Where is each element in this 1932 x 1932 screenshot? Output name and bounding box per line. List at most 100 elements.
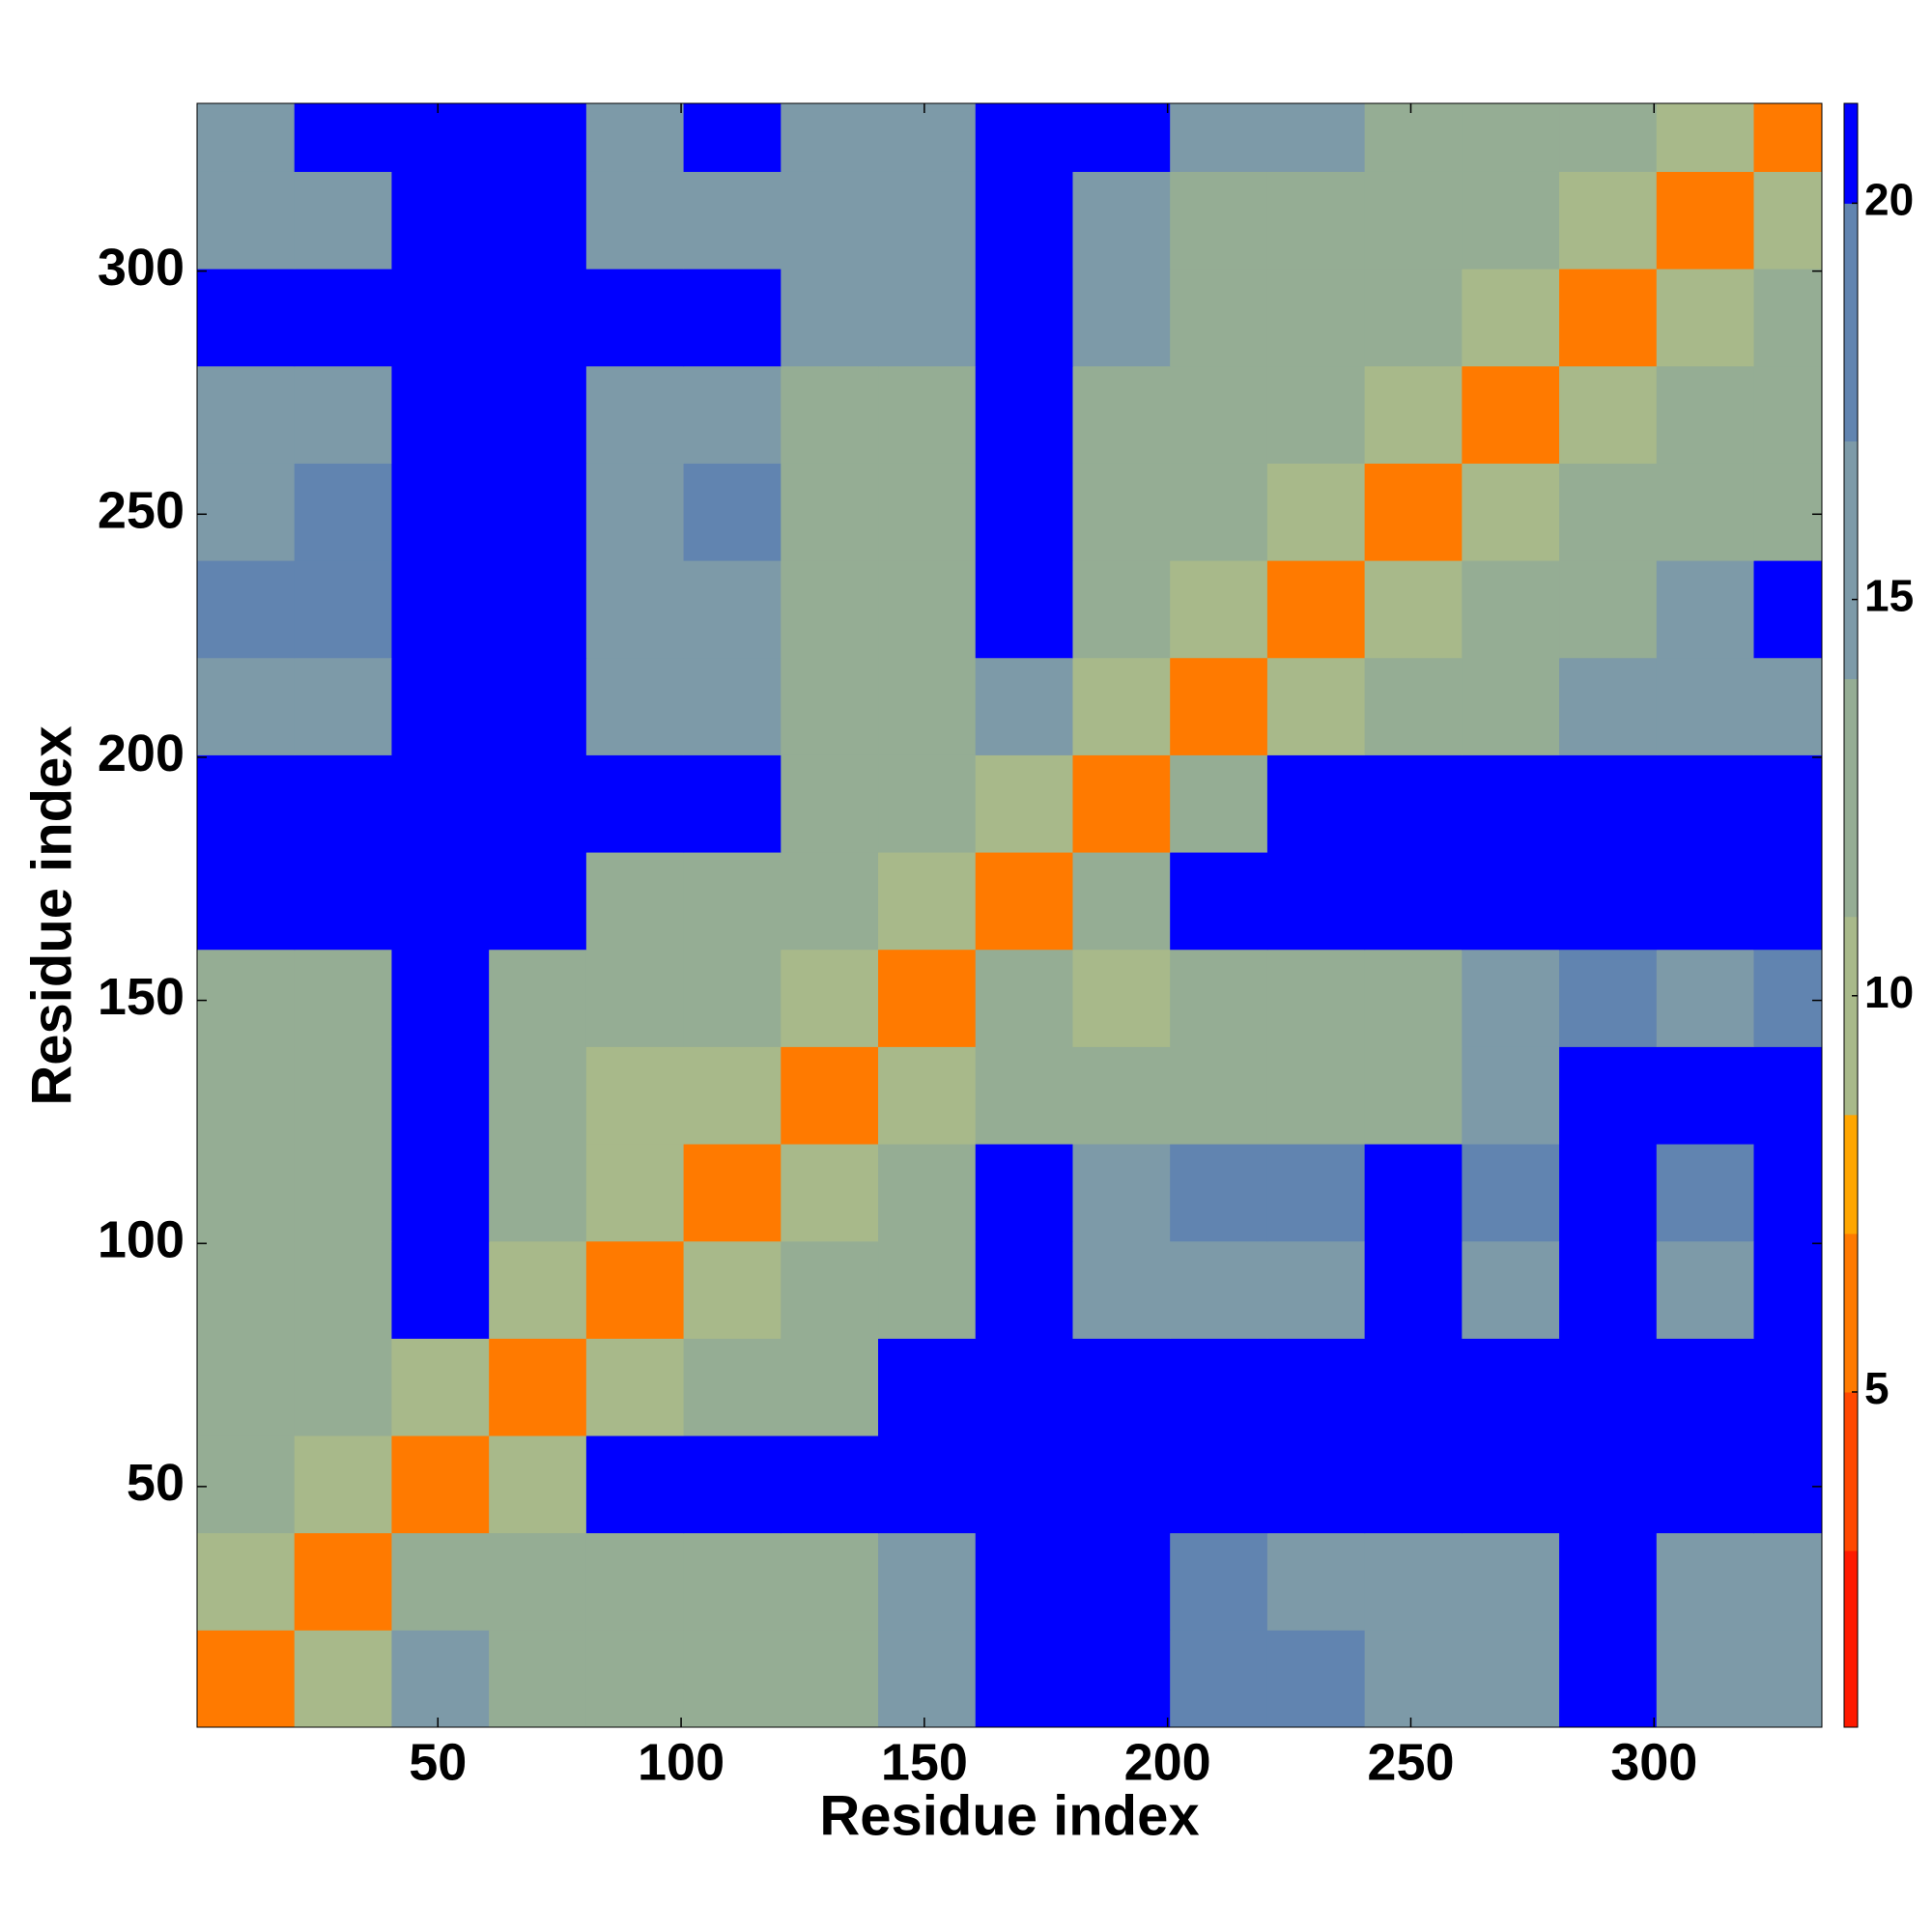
heatmap-cell	[1266, 1532, 1366, 1631]
heatmap-cell	[781, 657, 879, 755]
heatmap-cell	[585, 171, 685, 270]
heatmap-cell	[1656, 365, 1754, 464]
heatmap-cell	[1559, 463, 1658, 561]
heatmap-cell	[585, 463, 685, 561]
heatmap-cell	[1072, 560, 1171, 659]
heatmap-cell	[1072, 754, 1171, 853]
heatmap-cell	[197, 1338, 296, 1436]
heatmap-cell	[1559, 1144, 1658, 1242]
heatmap-cell	[878, 949, 977, 1047]
heatmap-cell	[1170, 1532, 1268, 1631]
heatmap-cell	[878, 463, 977, 561]
colorbar-tick-label: 20	[1864, 175, 1914, 225]
heatmap-cell	[878, 560, 977, 659]
heatmap-cell	[1364, 657, 1463, 755]
heatmap-cell	[585, 269, 685, 367]
heatmap-cell	[1462, 1144, 1560, 1242]
heatmap-cell	[1753, 1240, 1823, 1339]
heatmap-cell	[1364, 1630, 1463, 1728]
heatmap-cell	[683, 657, 781, 755]
x-axis-label: Residue index	[819, 1784, 1199, 1847]
heatmap-cell	[1753, 1532, 1823, 1631]
heatmap-cell	[975, 1046, 1073, 1145]
heatmap-cell	[197, 171, 296, 270]
y-tick-label: 250	[98, 482, 185, 540]
heatmap-cell	[585, 754, 685, 853]
heatmap-cell	[878, 1144, 977, 1242]
heatmap-cell	[1364, 949, 1463, 1047]
heatmap-cell	[878, 269, 977, 367]
heatmap-cell	[1656, 269, 1754, 367]
heatmap-cell	[683, 1338, 781, 1436]
heatmap-cell	[781, 1240, 879, 1339]
heatmap-cell	[489, 1144, 587, 1242]
heatmap-cell	[1462, 657, 1560, 755]
heatmap-cell	[585, 1532, 685, 1631]
x-tick-label: 50	[409, 1733, 467, 1791]
heatmap-cell	[197, 463, 296, 561]
heatmap-cell	[683, 949, 781, 1047]
heatmap-cell	[781, 269, 879, 367]
heatmap-cell	[683, 754, 781, 853]
heatmap-cell	[585, 1144, 685, 1242]
heatmap-cell	[294, 103, 392, 172]
heatmap-cell	[585, 852, 685, 951]
heatmap-cell	[1364, 103, 1463, 172]
heatmap-cell	[1462, 103, 1560, 172]
colorbar-band	[1844, 916, 1858, 1116]
y-tick-label: 300	[98, 239, 185, 297]
heatmap-cell	[975, 1240, 1073, 1339]
heatmap-cell	[975, 463, 1073, 561]
heatmap-cell	[1656, 1240, 1754, 1339]
heatmap-cell	[1266, 754, 1366, 853]
heatmap-cell	[1266, 171, 1366, 270]
colorbar-band	[1844, 203, 1858, 441]
heatmap-cell	[489, 1630, 587, 1728]
x-tick-label: 150	[881, 1733, 968, 1791]
heatmap-cell	[975, 1435, 1073, 1534]
heatmap-cell	[197, 1630, 296, 1728]
heatmap-cell	[489, 1338, 587, 1436]
heatmap-cell	[1364, 754, 1463, 853]
heatmap-cell	[1462, 1532, 1560, 1631]
heatmap-cell	[683, 560, 781, 659]
heatmap-cell	[1656, 657, 1754, 755]
heatmap-cell	[1559, 1630, 1658, 1728]
heatmap-cell	[197, 754, 296, 853]
heatmap-cell	[1559, 269, 1658, 367]
heatmap-cell	[294, 1240, 392, 1339]
heatmap-cell	[1753, 1338, 1823, 1436]
heatmap-cell	[585, 365, 685, 464]
heatmap-cell	[294, 754, 392, 853]
heatmap-cell	[1559, 657, 1658, 755]
heatmap-cell	[1656, 463, 1754, 561]
heatmap-cell	[391, 949, 490, 1047]
heatmap-cell	[1364, 269, 1463, 367]
heatmap-cell	[781, 365, 879, 464]
heatmap-cell	[1656, 1338, 1754, 1436]
heatmap-cell	[294, 1630, 392, 1728]
heatmap-cell	[294, 1046, 392, 1145]
heatmap-cell	[391, 1240, 490, 1339]
heatmap-cell	[1072, 852, 1171, 951]
heatmap-cell	[1266, 463, 1366, 561]
heatmap-cell	[975, 657, 1073, 755]
heatmap-cell	[1364, 365, 1463, 464]
y-axis-label: Residue index	[20, 725, 83, 1105]
heatmap-cell	[489, 269, 587, 367]
heatmap-cell	[294, 1338, 392, 1436]
heatmap-cell	[585, 1338, 685, 1436]
colorbar-tick-label: 10	[1864, 967, 1914, 1017]
colorbar-tick-label: 5	[1864, 1363, 1889, 1413]
heatmap-cell	[1753, 103, 1823, 172]
heatmap-cell	[1266, 365, 1366, 464]
heatmap-cell	[1266, 560, 1366, 659]
heatmap-cell	[489, 754, 587, 853]
heatmap-cell	[1266, 103, 1366, 172]
heatmap-cell	[878, 1338, 977, 1436]
heatmap-cell	[489, 171, 587, 270]
heatmap-cell	[294, 852, 392, 951]
heatmap-cell	[1072, 103, 1171, 172]
heatmap-cell	[1559, 1240, 1658, 1339]
